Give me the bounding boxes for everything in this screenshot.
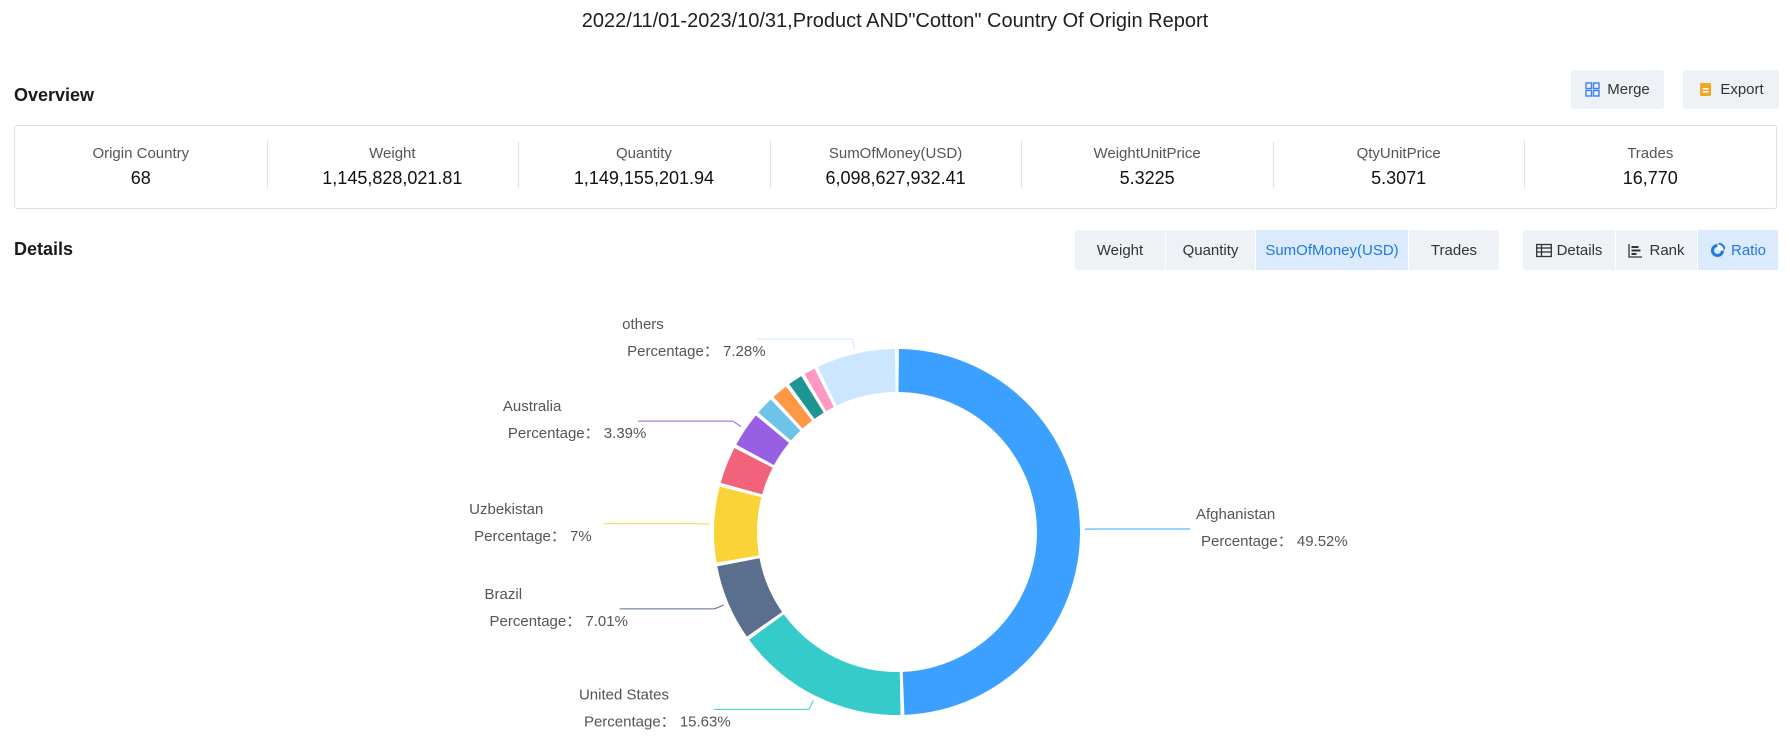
tab-sum-of-money[interactable]: SumOfMoney(USD) — [1255, 230, 1408, 270]
slice-percentage-united-states: Percentage： 15.63% — [584, 713, 731, 730]
donut-slice-uzbekistan[interactable] — [714, 486, 762, 563]
label-leader-line — [637, 420, 742, 428]
merge-label: Merge — [1607, 81, 1650, 98]
slice-percentage-brazil: Percentage： 7.01% — [490, 613, 628, 630]
stat-label: WeightUnitPrice — [1093, 145, 1201, 162]
slice-percentage-uzbekistan: Percentage： 7% — [474, 528, 592, 545]
donut-slice-unlabeled-6[interactable] — [758, 399, 801, 441]
merge-icon — [1585, 82, 1600, 97]
donut-slice-unlabeled-8[interactable] — [789, 376, 824, 419]
donut-slices — [714, 349, 1080, 715]
stat-value: 1,149,155,201.94 — [573, 168, 715, 188]
donut-slice-unlabeled-7[interactable] — [773, 386, 813, 429]
export-button[interactable]: Export — [1683, 70, 1779, 109]
table-icon — [1535, 243, 1552, 258]
tab-ratio-label: Ratio — [1730, 241, 1767, 259]
stat-sum-of-money: SumOfMoney(USD) 6,098,627,932.41 — [769, 126, 1022, 208]
slice-percentage-afghanistan: Percentage： 49.52% — [1201, 533, 1348, 550]
stat-weight: Weight 1,145,828,021.81 — [266, 126, 519, 208]
stat-label: Quantity — [616, 145, 672, 162]
stat-quantity: Quantity 1,149,155,201.94 — [518, 126, 770, 208]
details-title: Details — [14, 239, 74, 259]
donut-slice-afghanistan[interactable] — [898, 349, 1080, 715]
export-icon — [1698, 82, 1713, 97]
tab-weight[interactable]: Weight — [1096, 241, 1144, 259]
stat-value: 6,098,627,932.41 — [825, 168, 966, 188]
donut-slice-brazil[interactable] — [717, 558, 783, 637]
tab-rank-label: Rank — [1649, 241, 1685, 259]
slice-label-australia: Australia — [503, 398, 562, 415]
stat-label: Trades — [1627, 145, 1674, 162]
summary-panel: Origin Country 68 Weight 1,145,828,021.8… — [14, 125, 1777, 209]
view-tab-group: Details Rank Ratio — [1523, 230, 1778, 270]
stat-weight-unit-price: WeightUnitPrice 5.3225 — [1021, 126, 1273, 208]
donut-labels: Afghanistan Percentage： 49.52% United Stat… — [469, 316, 1348, 730]
donut-slice-others[interactable] — [817, 349, 896, 406]
stat-label: Weight — [369, 145, 416, 162]
donut-slice-australia[interactable] — [736, 415, 790, 466]
donut-slice-unlabeled-4[interactable] — [720, 447, 773, 495]
tab-ratio[interactable]: Ratio — [1697, 230, 1778, 270]
slice-label-others: others — [622, 316, 664, 333]
merge-button[interactable]: Merge — [1571, 70, 1664, 109]
tab-details[interactable]: Details — [1523, 230, 1615, 270]
report-title: 2022/11/01-2023/10/31,Product AND"Cotton… — [581, 10, 1209, 32]
tab-trades[interactable]: Trades — [1408, 230, 1499, 270]
stat-qty-unit-price: QtyUnitPrice 5.3071 — [1272, 126, 1525, 208]
overview-title: Overview — [14, 85, 95, 105]
label-leader-line — [619, 604, 724, 610]
donut-icon — [1710, 242, 1726, 258]
stat-value: 5.3225 — [1119, 168, 1175, 188]
tab-details-label: Details — [1556, 241, 1603, 259]
label-leader-line — [757, 338, 855, 350]
stat-label: QtyUnitPrice — [1356, 145, 1441, 162]
bar-chart-icon — [1628, 243, 1643, 258]
stat-value: 5.3071 — [1371, 168, 1427, 188]
slice-label-uzbekistan: Uzbekistan — [469, 501, 543, 518]
slice-percentage-others: Percentage： 7.28% — [627, 343, 765, 360]
metric-tab-group: Weight Quantity SumOfMoney(USD) Trades — [1075, 230, 1499, 270]
slice-percentage-australia: Percentage： 3.39% — [508, 425, 646, 442]
stat-origin-country: Origin Country 68 — [15, 126, 267, 208]
slice-label-united-states: United States — [579, 686, 669, 703]
stat-label: Origin Country — [92, 145, 190, 162]
label-leader-line — [713, 700, 814, 710]
donut-slice-unlabeled-9[interactable] — [804, 368, 834, 412]
stat-trades: Trades 16,770 — [1524, 126, 1776, 208]
stat-value: 1,145,828,021.81 — [322, 168, 463, 188]
stat-value: 16,770 — [1622, 168, 1678, 188]
slice-label-afghanistan: Afghanistan — [1196, 506, 1275, 523]
donut-slice-united-states[interactable] — [749, 614, 901, 715]
tab-quantity[interactable]: Quantity — [1165, 230, 1255, 270]
stat-label: SumOfMoney(USD) — [828, 145, 963, 162]
stat-value: 68 — [130, 168, 151, 188]
slice-label-brazil: Brazil — [485, 586, 523, 603]
tab-rank[interactable]: Rank — [1615, 230, 1697, 270]
export-label: Export — [1720, 81, 1764, 98]
